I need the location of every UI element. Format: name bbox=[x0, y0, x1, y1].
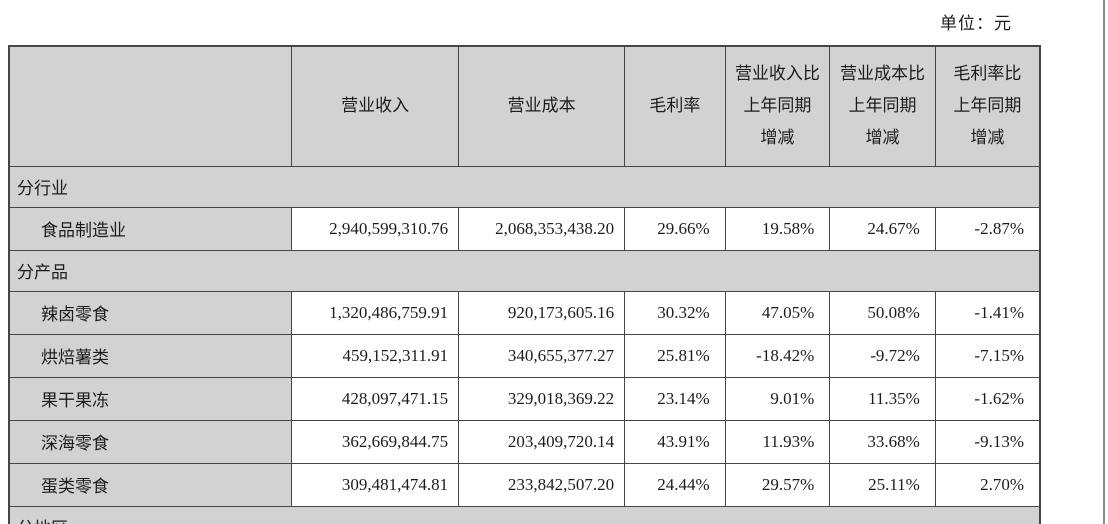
row-label: 深海零食 bbox=[8, 419, 293, 464]
cell-margin-yoy: 2.70% bbox=[934, 462, 1041, 507]
cell-cost-yoy: 25.11% bbox=[829, 462, 936, 507]
column-header-margin-yoy: 毛利率比 上年同期 增减 bbox=[934, 45, 1041, 167]
cell-margin-yoy: -2.87% bbox=[934, 206, 1041, 251]
cell-gross-margin: 24.44% bbox=[624, 462, 726, 507]
cell-revenue: 362,669,844.75 bbox=[291, 419, 460, 464]
cell-revenue: 1,320,486,759.91 bbox=[291, 290, 460, 335]
table-row-deep-sea-snacks: 深海零食 362,669,844.75 203,409,720.14 43.91… bbox=[8, 419, 1041, 464]
cell-cost: 2,068,353,438.20 bbox=[458, 206, 626, 251]
cell-revenue-yoy: 29.57% bbox=[724, 462, 831, 507]
table-row-food-manufacturing: 食品制造业 2,940,599,310.76 2,068,353,438.20 … bbox=[8, 206, 1041, 251]
table-row-dried-fruit-jelly: 果干果冻 428,097,471.15 329,018,369.22 23.14… bbox=[8, 376, 1041, 421]
column-header-gross-margin: 毛利率 bbox=[624, 45, 726, 167]
cell-cost-yoy: -9.72% bbox=[829, 333, 936, 378]
cell-revenue: 459,152,311.91 bbox=[291, 333, 460, 378]
cell-cost: 233,842,507.20 bbox=[458, 462, 626, 507]
row-label: 食品制造业 bbox=[8, 206, 293, 251]
cell-revenue-yoy: 9.01% bbox=[724, 376, 831, 421]
page-edge-line bbox=[1103, 0, 1105, 524]
section-label: 分地区 bbox=[8, 505, 1041, 524]
section-row-by-product: 分产品 bbox=[8, 249, 1041, 292]
cell-gross-margin: 30.32% bbox=[624, 290, 726, 335]
cell-cost-yoy: 50.08% bbox=[829, 290, 936, 335]
row-label: 蛋类零食 bbox=[8, 462, 293, 507]
table-row-baked-potato: 烘焙薯类 459,152,311.91 340,655,377.27 25.81… bbox=[8, 333, 1041, 378]
column-header-blank bbox=[8, 45, 293, 167]
cell-gross-margin: 29.66% bbox=[624, 206, 726, 251]
table-row-egg-snacks: 蛋类零食 309,481,474.81 233,842,507.20 24.44… bbox=[8, 462, 1041, 507]
column-header-cost: 营业成本 bbox=[458, 45, 626, 167]
cell-revenue-yoy: 11.93% bbox=[724, 419, 831, 464]
cell-margin-yoy: -7.15% bbox=[934, 333, 1041, 378]
cell-cost: 329,018,369.22 bbox=[458, 376, 626, 421]
table-header-row: 营业收入 营业成本 毛利率 营业收入比 上年同期 增减 营业成本比 上年同期 增… bbox=[8, 45, 1041, 167]
column-header-revenue: 营业收入 bbox=[291, 45, 460, 167]
cell-revenue-yoy: -18.42% bbox=[724, 333, 831, 378]
section-row-by-industry: 分行业 bbox=[8, 165, 1041, 208]
cell-gross-margin: 23.14% bbox=[624, 376, 726, 421]
cell-margin-yoy: -1.62% bbox=[934, 376, 1041, 421]
cell-cost: 203,409,720.14 bbox=[458, 419, 626, 464]
cell-gross-margin: 43.91% bbox=[624, 419, 726, 464]
section-label: 分行业 bbox=[8, 165, 1041, 208]
row-label: 果干果冻 bbox=[8, 376, 293, 421]
cell-cost: 920,173,605.16 bbox=[458, 290, 626, 335]
cell-cost-yoy: 11.35% bbox=[829, 376, 936, 421]
segment-revenue-table: 营业收入 营业成本 毛利率 营业收入比 上年同期 增减 营业成本比 上年同期 增… bbox=[8, 45, 1041, 524]
cell-margin-yoy: -1.41% bbox=[934, 290, 1041, 335]
cell-margin-yoy: -9.13% bbox=[934, 419, 1041, 464]
section-label: 分产品 bbox=[8, 249, 1041, 292]
cell-revenue: 428,097,471.15 bbox=[291, 376, 460, 421]
unit-label: 单位：元 bbox=[940, 14, 1012, 33]
column-header-revenue-yoy: 营业收入比 上年同期 增减 bbox=[724, 45, 831, 167]
cell-revenue-yoy: 19.58% bbox=[724, 206, 831, 251]
cell-cost: 340,655,377.27 bbox=[458, 333, 626, 378]
cell-cost-yoy: 24.67% bbox=[829, 206, 936, 251]
cell-revenue: 2,940,599,310.76 bbox=[291, 206, 460, 251]
column-header-cost-yoy: 营业成本比 上年同期 增减 bbox=[829, 45, 936, 167]
cell-revenue: 309,481,474.81 bbox=[291, 462, 460, 507]
cell-gross-margin: 25.81% bbox=[624, 333, 726, 378]
section-row-by-region-partial: 分地区 bbox=[8, 505, 1041, 524]
cell-revenue-yoy: 47.05% bbox=[724, 290, 831, 335]
cell-cost-yoy: 33.68% bbox=[829, 419, 936, 464]
table-row-spicy-snacks: 辣卤零食 1,320,486,759.91 920,173,605.16 30.… bbox=[8, 290, 1041, 335]
row-label: 烘焙薯类 bbox=[8, 333, 293, 378]
row-label: 辣卤零食 bbox=[8, 290, 293, 335]
